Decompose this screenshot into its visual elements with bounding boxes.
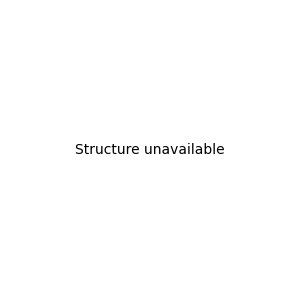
Text: Structure unavailable: Structure unavailable [75, 143, 225, 157]
